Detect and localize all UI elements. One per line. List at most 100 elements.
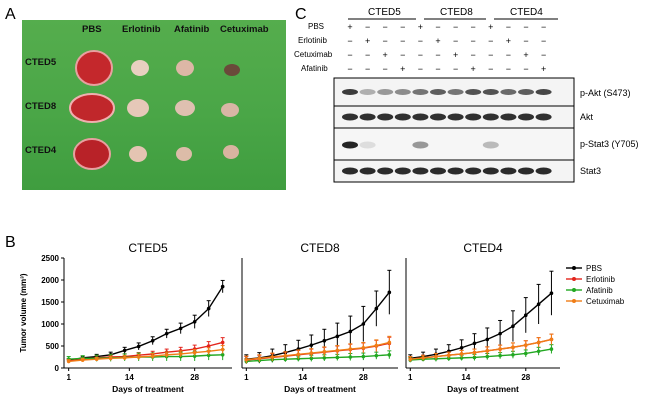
- treatment-mark: −: [488, 64, 494, 74]
- treatment-mark: −: [452, 36, 459, 46]
- series-line: [246, 291, 390, 360]
- blot-band: [394, 89, 411, 95]
- treatment-mark: +: [400, 64, 406, 74]
- blot-band: [482, 113, 499, 121]
- series-line: [410, 338, 552, 360]
- blot-band: [447, 113, 464, 121]
- data-point: [220, 347, 225, 352]
- legend-marker: [572, 266, 576, 270]
- data-point: [80, 358, 85, 362]
- data-point: [361, 345, 366, 350]
- group-label-cted5: CTED5: [368, 7, 401, 18]
- group-label-cted4: CTED4: [510, 7, 543, 18]
- data-point: [387, 353, 392, 357]
- blot-band: [430, 167, 446, 175]
- treatment-mark: +: [470, 64, 476, 74]
- data-point: [523, 343, 528, 347]
- data-point: [472, 341, 477, 346]
- y-tick-label: 500: [46, 342, 60, 351]
- treatment-mark: −: [505, 22, 512, 32]
- blot-band: [482, 89, 499, 95]
- blot-band: [447, 167, 464, 175]
- treatment-mark: −: [470, 50, 476, 60]
- data-point: [335, 355, 340, 360]
- tumor-specimens: [69, 50, 240, 170]
- treatment-mark: +: [347, 22, 353, 32]
- series-line: [410, 348, 552, 361]
- data-point: [472, 355, 477, 360]
- series-line: [410, 338, 552, 360]
- blot-label-stat3: Stat3: [580, 166, 602, 176]
- data-point: [122, 356, 127, 360]
- photo-row-cted4: CTED4: [25, 145, 57, 156]
- x-tick-label: 28: [359, 373, 368, 382]
- data-point: [309, 356, 314, 361]
- treatment-mark: −: [347, 50, 353, 60]
- treatment-mark: −: [452, 64, 459, 74]
- data-point: [472, 350, 477, 355]
- blot-band: [359, 167, 376, 175]
- panel-a-letter: A: [5, 6, 16, 23]
- data-point: [374, 343, 379, 348]
- data-point: [206, 344, 211, 348]
- treatment-mark: −: [417, 50, 424, 60]
- treatment-mark: −: [382, 64, 388, 74]
- blot-label-akt: Akt: [580, 112, 594, 122]
- data-point: [387, 290, 392, 295]
- tumor-photo: PBS Erlotinib Afatinib Cetuximab CTED5 C…: [22, 20, 286, 190]
- blot-band: [412, 89, 429, 95]
- treatment-mark: −: [435, 64, 441, 74]
- blot-band: [482, 167, 499, 175]
- blot-band: [465, 167, 482, 175]
- data-point: [108, 356, 113, 361]
- data-point: [136, 344, 141, 349]
- x-axis-label: Days of treatment: [447, 384, 519, 394]
- data-point: [335, 334, 340, 339]
- x-axis-label: Days of treatment: [112, 384, 184, 394]
- data-point: [459, 356, 464, 360]
- treatment-mark: −: [488, 36, 494, 46]
- treatment-mark: −: [540, 22, 547, 32]
- x-tick-label: 1: [244, 373, 249, 382]
- x-tick-label: 28: [521, 373, 530, 382]
- blot-band: [465, 113, 482, 121]
- blot-band: [500, 167, 517, 175]
- blot-band: [482, 141, 499, 149]
- x-tick-label: 14: [125, 373, 134, 382]
- blot-band: [342, 141, 358, 149]
- data-point: [523, 351, 528, 356]
- blot-akt: [333, 105, 575, 129]
- treatment-mark: −: [435, 50, 441, 60]
- data-point: [498, 331, 502, 336]
- chart-title: CTED4: [463, 241, 503, 255]
- y-tick-label: 2000: [41, 276, 59, 285]
- data-point: [192, 350, 197, 355]
- treatment-label-pbs: PBS: [308, 22, 325, 31]
- chart-title: CTED8: [300, 241, 340, 255]
- treatment-mark: −: [435, 22, 441, 32]
- data-point: [136, 355, 141, 359]
- legend-marker: [572, 288, 576, 292]
- treatment-mark: +: [435, 36, 441, 46]
- blot-band: [500, 113, 517, 121]
- data-point: [296, 352, 301, 357]
- blot-band: [377, 89, 394, 95]
- treatment-mark: −: [505, 50, 512, 60]
- blot-band: [430, 113, 446, 121]
- data-point: [434, 354, 438, 359]
- treatment-mark: +: [417, 22, 424, 32]
- data-point: [485, 349, 490, 353]
- data-point: [309, 343, 314, 347]
- data-point: [322, 356, 327, 360]
- y-tick-label: 1000: [41, 320, 59, 329]
- y-tick-label: 2500: [41, 254, 59, 263]
- series-line: [410, 292, 552, 360]
- treatment-mark: −: [400, 50, 406, 60]
- data-point: [348, 329, 353, 334]
- y-axis-label: Tumor volume (mm³): [19, 273, 28, 352]
- treatment-mark: −: [452, 22, 459, 32]
- series-line: [68, 286, 224, 362]
- blot-band: [447, 89, 464, 95]
- blot-band: [500, 89, 517, 95]
